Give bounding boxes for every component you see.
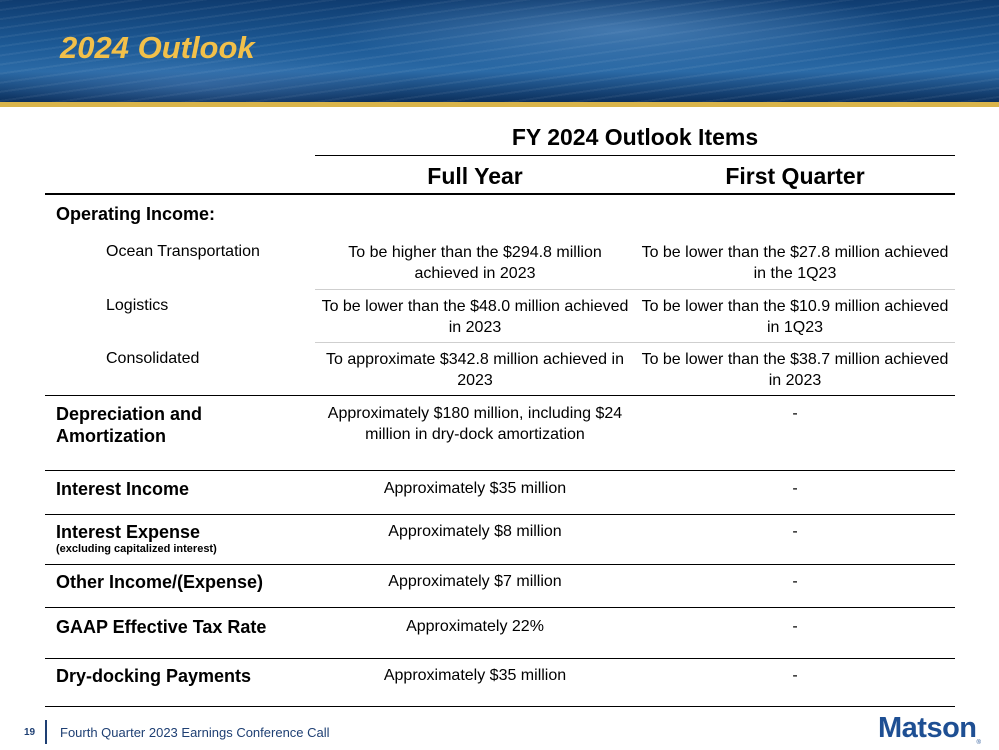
header-banner xyxy=(0,0,999,102)
row-label: Interest Income xyxy=(56,479,190,499)
full-year-value: Approximately 22% xyxy=(406,618,544,635)
full-year-value: Approximately $35 million xyxy=(383,480,567,497)
row-label-note: (excluding capitalized interest) xyxy=(56,543,217,555)
page-number: 19 xyxy=(24,727,36,738)
full-year-value: To be higher than the $294.8 million ach… xyxy=(348,244,602,282)
row-label: Other Income/(Expense) xyxy=(56,572,264,592)
row-label: Ocean Transportation xyxy=(106,243,260,260)
column-header-full-year: Full Year xyxy=(427,163,523,189)
table-group-header: FY 2024 Outlook Items xyxy=(511,124,759,150)
registered-mark: ® xyxy=(976,739,981,746)
row-divider xyxy=(45,470,955,471)
row-label: Operating Income: xyxy=(56,204,216,224)
row-divider xyxy=(45,395,955,396)
page-title: 2024 Outlook xyxy=(60,30,255,65)
logo-wordmark: Matson xyxy=(878,712,977,744)
banner-divider xyxy=(0,102,999,107)
first-quarter-value: To be lower than the $10.9 million achie… xyxy=(641,298,949,336)
first-quarter-value: - xyxy=(792,405,798,422)
full-year-value: Approximately $180 million, including $2… xyxy=(327,405,623,443)
row-label: Consolidated xyxy=(106,350,200,367)
first-quarter-value: - xyxy=(792,573,798,590)
row-divider xyxy=(45,564,955,565)
first-quarter-value: To be lower than the $27.8 million achie… xyxy=(641,244,949,282)
row-label: Depreciation and Amortization xyxy=(56,404,203,446)
row-label: Logistics xyxy=(106,297,169,314)
row-label-group: Interest Expense (excluding capitalized … xyxy=(56,521,217,556)
row-label: Interest Expense xyxy=(56,522,201,542)
first-quarter-value: - xyxy=(792,667,798,684)
row-divider xyxy=(45,607,955,608)
row-divider xyxy=(45,658,955,659)
first-quarter-value: To be lower than the $38.7 million achie… xyxy=(641,351,949,389)
group-header-divider xyxy=(315,155,955,156)
table-bottom-rule xyxy=(45,706,955,707)
full-year-value: Approximately $35 million xyxy=(383,667,567,684)
row-divider xyxy=(45,514,955,515)
row-divider xyxy=(315,289,955,290)
row-label: Dry-docking Payments xyxy=(56,666,252,686)
row-label: GAAP Effective Tax Rate xyxy=(56,617,267,637)
full-year-value: Approximately $7 million xyxy=(388,573,562,590)
row-divider xyxy=(315,342,955,343)
full-year-value: Approximately $8 million xyxy=(388,523,562,540)
first-quarter-value: - xyxy=(792,480,798,497)
full-year-value: To approximate $342.8 million achieved i… xyxy=(326,351,624,389)
full-year-value: To be lower than the $48.0 million achie… xyxy=(321,298,629,336)
first-quarter-value: - xyxy=(792,618,798,635)
matson-logo: Matson® xyxy=(878,712,981,746)
column-header-first-quarter: First Quarter xyxy=(725,163,865,189)
column-header-divider xyxy=(45,193,955,195)
footer-text: Fourth Quarter 2023 Earnings Conference … xyxy=(60,725,330,740)
footer-divider xyxy=(45,720,47,744)
first-quarter-value: - xyxy=(792,523,798,540)
